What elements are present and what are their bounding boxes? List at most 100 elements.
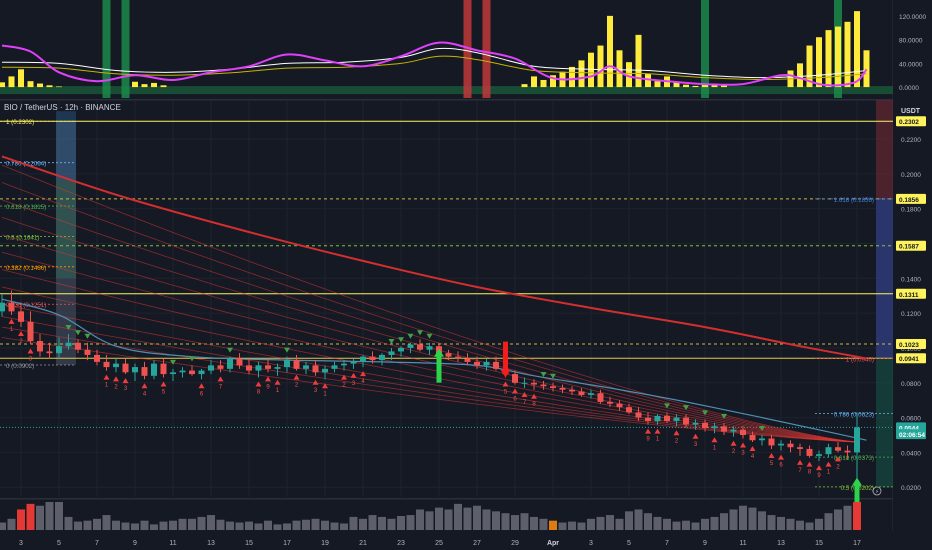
- big-sell-arrow-head: [500, 369, 511, 378]
- signal-count-label: 5: [770, 461, 774, 467]
- volume-bar: [511, 515, 519, 530]
- signal-up-triangle: [512, 388, 518, 394]
- signal-down-triangle: [75, 330, 81, 336]
- candle-down: [417, 344, 423, 350]
- osc-slow2-line: [1, 55, 867, 81]
- fib-zone-right-bot: [876, 358, 893, 488]
- osc-histogram-bar: [654, 81, 661, 88]
- volume-pane[interactable]: 0: [0, 502, 909, 534]
- volume-bar: [843, 505, 852, 530]
- volume-bar: [302, 519, 310, 530]
- signal-down-triangle: [721, 413, 727, 419]
- volume-bar: [739, 505, 747, 530]
- candle-up: [151, 363, 157, 376]
- osc-histogram-bar: [597, 45, 604, 88]
- signal-count-label: 3: [352, 381, 356, 387]
- ribbon-line: [1, 182, 858, 443]
- ribbon-line: [1, 251, 858, 443]
- signal-down-triangle: [398, 337, 404, 343]
- osc-histogram-bar: [531, 76, 537, 88]
- time-tick-label: 7: [665, 540, 669, 547]
- osc-histogram-bar: [626, 62, 632, 88]
- big-buy-arrow-head: [852, 477, 862, 486]
- osc-histogram-bar: [578, 60, 585, 88]
- volume-bar: [568, 521, 576, 530]
- candle-down: [493, 361, 499, 369]
- volume-bar: [577, 522, 586, 530]
- signal-down-triangle: [417, 330, 423, 336]
- candle-down: [189, 370, 195, 375]
- time-tick-label: 21: [359, 540, 367, 547]
- volume-bar: [663, 518, 671, 530]
- ribbon-line: [1, 164, 858, 443]
- signal-count-label: 9: [646, 437, 650, 443]
- candle-up: [360, 356, 366, 362]
- time-tick-label: 13: [207, 540, 215, 547]
- signal-up-triangle: [673, 430, 680, 436]
- fib-zone-right-mid: [876, 198, 893, 359]
- signal-count-label: 5: [504, 390, 508, 396]
- volume-bar: [254, 523, 263, 530]
- candle-down: [844, 450, 851, 453]
- osc-histogram-bar: [825, 30, 832, 88]
- signal-down-triangle: [426, 333, 433, 339]
- signal-up-triangle: [645, 428, 651, 434]
- volume-bar: [454, 503, 462, 530]
- candle-down: [141, 367, 148, 376]
- big-buy-arrow-shaft: [436, 354, 442, 383]
- volume-bar: [691, 522, 700, 530]
- volume-bar: [26, 503, 35, 530]
- candle-down: [455, 356, 461, 359]
- volume-bar: [520, 513, 529, 530]
- candle-up: [56, 346, 62, 354]
- signal-count-label: 8: [257, 390, 261, 396]
- candle-down: [312, 365, 319, 373]
- signal-count-label: 4: [361, 379, 365, 385]
- volume-bar: [150, 524, 158, 530]
- price-pane[interactable]: 1 (0.2302)0.786 (0.2064)0.618 (0.1815)0.…: [0, 100, 893, 512]
- signal-count-label: 3: [694, 442, 698, 448]
- price-tick-label: 0.0600: [901, 416, 921, 423]
- signal-up-triangle: [816, 465, 822, 471]
- osc-histogram-bar: [56, 86, 62, 88]
- candle-up: [854, 427, 860, 453]
- candle-up: [208, 365, 214, 371]
- osc-histogram-bar: [797, 63, 803, 88]
- volume-bar: [682, 520, 690, 530]
- candle-down: [683, 417, 689, 425]
- volume-bar: [36, 505, 44, 530]
- osc-histogram-bar: [692, 85, 699, 88]
- time-tick-label: 11: [169, 540, 176, 547]
- volume-bar: [615, 518, 624, 530]
- signal-up-triangle: [312, 379, 319, 385]
- signal-count-label: 2: [836, 464, 840, 470]
- signal-count-label: 1: [276, 388, 280, 394]
- time-tick-label: 5: [627, 540, 631, 547]
- osc-histogram-bar: [645, 74, 651, 88]
- volume-bar: [701, 518, 709, 530]
- volume-bar: [197, 516, 206, 530]
- signal-up-triangle: [531, 393, 537, 399]
- candle-down: [559, 387, 566, 390]
- osc-zero-band: [0, 86, 893, 95]
- osc-histogram-bar: [616, 50, 623, 88]
- candle-down: [645, 417, 651, 422]
- osc-histogram-bar: [607, 15, 613, 88]
- price-tag-label: 0.1856: [899, 197, 919, 204]
- osc-histogram-bar: [46, 85, 53, 88]
- big-buy-arrow-head: [434, 348, 444, 357]
- signal-count-label: 3: [741, 450, 745, 456]
- volume-bar: [758, 511, 766, 530]
- candle-up: [483, 361, 490, 366]
- signal-count-label: 3: [314, 388, 318, 394]
- osc-histogram-bar: [721, 85, 727, 88]
- fib-level-label: 0.618 (0.1815): [6, 204, 46, 211]
- signal-up-triangle: [350, 372, 357, 378]
- oscillator-pane[interactable]: [0, 0, 893, 98]
- volume-bar: [473, 505, 481, 530]
- fib-level-label: 0.382 (0.1466): [6, 265, 46, 272]
- candle-down: [46, 351, 53, 354]
- volume-bar: [501, 513, 510, 530]
